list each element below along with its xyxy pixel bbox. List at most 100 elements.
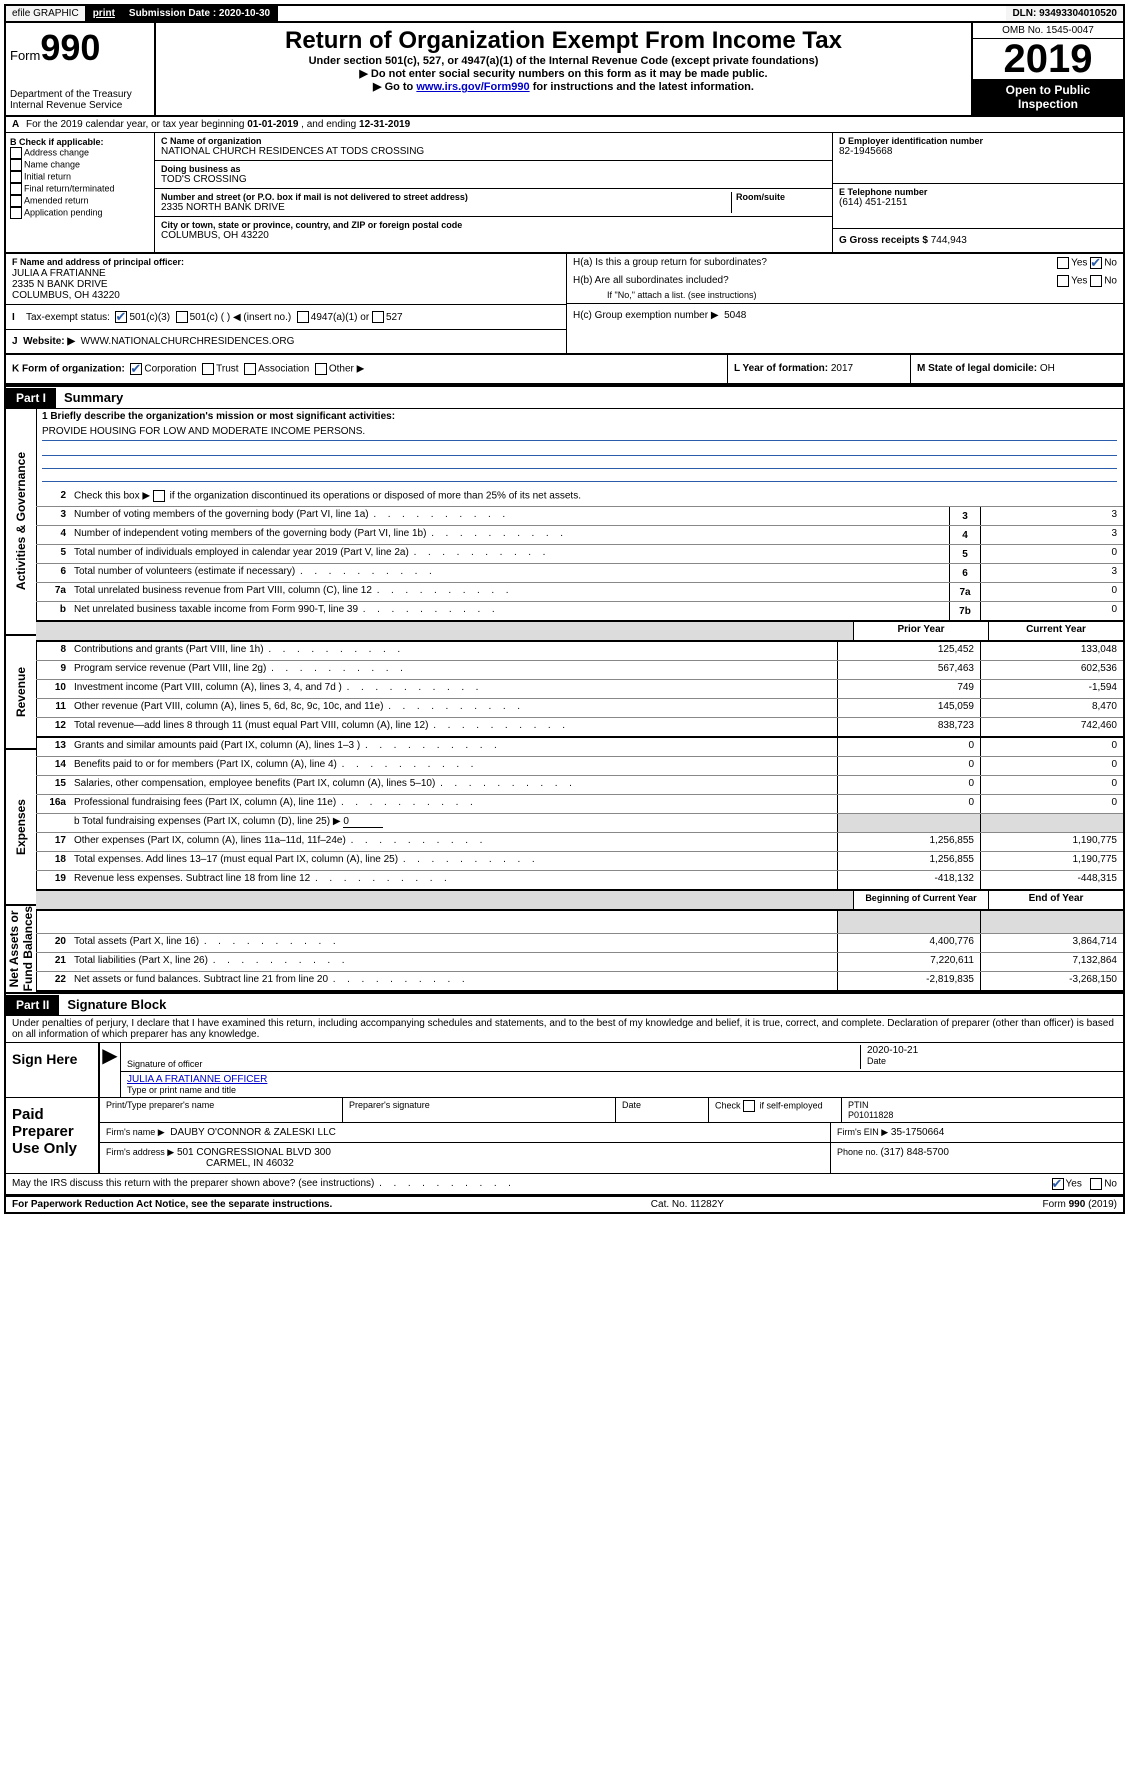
name-change-checkbox[interactable] [10, 159, 22, 171]
city-state-zip: COLUMBUS, OH 43220 [161, 230, 826, 241]
sign-arrow-icon: ▶ [100, 1043, 121, 1097]
501c3-checkbox[interactable] [115, 311, 127, 323]
website: WWW.NATIONALCHURCHRESIDENCES.ORG [81, 336, 295, 347]
entity-info-row: B Check if applicable: Address change Na… [6, 133, 1123, 254]
corp-checkbox[interactable] [130, 363, 142, 375]
declaration-text: Under penalties of perjury, I declare th… [6, 1016, 1123, 1043]
line-8: 8 Contributions and grants (Part VIII, l… [36, 642, 1123, 661]
box-c-block: C Name of organization NATIONAL CHURCH R… [155, 133, 833, 252]
mission-text: PROVIDE HOUSING FOR LOW AND MODERATE INC… [42, 426, 1117, 441]
sign-here-block: Sign Here ▶ Signature of officer 2020-10… [6, 1043, 1123, 1098]
dba-name: TOD'S CROSSING [161, 174, 826, 185]
form-header: Form990 Department of the Treasury Inter… [6, 23, 1123, 117]
form-id-block: Form990 Department of the Treasury Inter… [6, 23, 156, 115]
line-18: 18 Total expenses. Add lines 13–17 (must… [36, 852, 1123, 871]
initial-return-checkbox[interactable] [10, 171, 22, 183]
part1-header: Part I Summary [6, 385, 1123, 409]
line-15: 15 Salaries, other compensation, employe… [36, 776, 1123, 795]
form-warning-1: Do not enter social security numbers on … [164, 67, 963, 80]
line-19: 19 Revenue less expenses. Subtract line … [36, 871, 1123, 891]
na-spacer [36, 911, 1123, 934]
line-16a: 16a Professional fundraising fees (Part … [36, 795, 1123, 814]
self-employed-checkbox[interactable] [743, 1100, 755, 1112]
row-a-period: A For the 2019 calendar year, or tax yea… [6, 117, 1123, 133]
row-a-letter: A [12, 119, 26, 130]
527-checkbox[interactable] [372, 311, 384, 323]
org-name: NATIONAL CHURCH RESIDENCES AT TODS CROSS… [161, 146, 826, 157]
sign-date: 2020-10-21 [867, 1045, 1117, 1056]
efile-graphic-label: efile GRAPHIC [6, 6, 87, 21]
4947-checkbox[interactable] [297, 311, 309, 323]
discuss-no-checkbox[interactable] [1090, 1178, 1102, 1190]
ha-yes-checkbox[interactable] [1057, 257, 1069, 269]
form-warning-2: Go to www.irs.gov/Form990 for instructio… [164, 80, 963, 93]
box-k: K Form of organization: Corporation Trus… [6, 355, 727, 383]
hb-no-checkbox[interactable] [1090, 275, 1102, 287]
form-number: Form990 [10, 27, 150, 69]
gross-receipts: 744,943 [931, 235, 967, 246]
box-b-checks: B Check if applicable: Address change Na… [6, 133, 155, 252]
line-20: 20 Total assets (Part X, line 16) 4,400,… [36, 934, 1123, 953]
form-title: Return of Organization Exempt From Incom… [164, 27, 963, 55]
line-6: 6 Total number of volunteers (estimate i… [36, 564, 1123, 583]
line-4: 4 Number of independent voting members o… [36, 526, 1123, 545]
klm-row: K Form of organization: Corporation Trus… [6, 355, 1123, 385]
firm-addr2: CARMEL, IN 46032 [206, 1158, 294, 1169]
form-title-block: Return of Organization Exempt From Incom… [156, 23, 973, 115]
line-2: 2 Check this box ▶ if the organization d… [36, 488, 1123, 507]
fundraising-expenses: 0 [343, 816, 383, 828]
dept-label: Department of the Treasury Internal Reve… [10, 89, 150, 111]
officer-name: JULIA A FRATIANNE [12, 268, 106, 279]
officer-typed-name: JULIA A FRATIANNE OFFICER [127, 1074, 1117, 1085]
footer-row: For Paperwork Reduction Act Notice, see … [6, 1196, 1123, 1212]
tax-year: 2019 [973, 39, 1123, 79]
amended-return-checkbox[interactable] [10, 195, 22, 207]
line-14: 14 Benefits paid to or for members (Part… [36, 757, 1123, 776]
line-b: b Net unrelated business taxable income … [36, 602, 1123, 622]
ha-no-checkbox[interactable] [1090, 257, 1102, 269]
box-f: F Name and address of principal officer:… [6, 254, 567, 353]
line-7a: 7a Total unrelated business revenue from… [36, 583, 1123, 602]
part2-header: Part II Signature Block [6, 992, 1123, 1016]
line-22: 22 Net assets or fund balances. Subtract… [36, 972, 1123, 992]
discuss-row: May the IRS discuss this return with the… [6, 1174, 1123, 1196]
application-pending-checkbox[interactable] [10, 207, 22, 219]
top-spacer [278, 6, 1006, 21]
col-header-row-2: Beginning of Current Year End of Year [36, 891, 1123, 911]
line-11: 11 Other revenue (Part VIII, column (A),… [36, 699, 1123, 718]
box-deg-block: D Employer identification number 82-1945… [833, 133, 1123, 252]
line-10: 10 Investment income (Part VIII, column … [36, 680, 1123, 699]
street-address: 2335 NORTH BANK DRIVE [161, 202, 731, 213]
print-button[interactable]: print [87, 6, 123, 21]
address-change-checkbox[interactable] [10, 147, 22, 159]
paid-preparer-block: Paid Preparer Use Only Print/Type prepar… [6, 1098, 1123, 1174]
firm-name: DAUBY O'CONNOR & ZALESKI LLC [170, 1127, 336, 1138]
open-public-badge: Open to Public Inspection [973, 79, 1123, 115]
box-h: H(a) Is this a group return for subordin… [567, 254, 1123, 353]
summary-section: Activities & Governance Revenue Expenses… [6, 409, 1123, 992]
form-container: efile GRAPHIC print Submission Date : 20… [4, 4, 1125, 1214]
col-header-row: Prior Year Current Year [36, 622, 1123, 642]
submission-date: Submission Date : 2020-10-30 [123, 6, 278, 21]
501c-checkbox[interactable] [176, 311, 188, 323]
final-return-checkbox[interactable] [10, 183, 22, 195]
line-9: 9 Program service revenue (Part VIII, li… [36, 661, 1123, 680]
irs-link[interactable]: www.irs.gov/Form990 [416, 81, 529, 93]
discuss-yes-checkbox[interactable] [1052, 1178, 1064, 1190]
year-block: OMB No. 1545-0047 2019 Open to Public In… [973, 23, 1123, 115]
officer-group-row: F Name and address of principal officer:… [6, 254, 1123, 355]
line-17: 17 Other expenses (Part IX, column (A), … [36, 833, 1123, 852]
summary-lines: 1 Briefly describe the organization's mi… [36, 409, 1123, 992]
phone: (614) 451-2151 [839, 197, 1117, 208]
line-16b: b Total fundraising expenses (Part IX, c… [36, 814, 1123, 833]
line-13: 13 Grants and similar amounts paid (Part… [36, 738, 1123, 757]
other-checkbox[interactable] [315, 363, 327, 375]
box-m: M State of legal domicile: OH [910, 355, 1123, 383]
assoc-checkbox[interactable] [244, 363, 256, 375]
trust-checkbox[interactable] [202, 363, 214, 375]
top-bar: efile GRAPHIC print Submission Date : 20… [6, 6, 1123, 23]
hb-yes-checkbox[interactable] [1057, 275, 1069, 287]
firm-phone: (317) 848-5700 [881, 1147, 949, 1158]
line1-label: 1 Briefly describe the organization's mi… [42, 411, 395, 422]
line2-checkbox[interactable] [153, 490, 165, 502]
